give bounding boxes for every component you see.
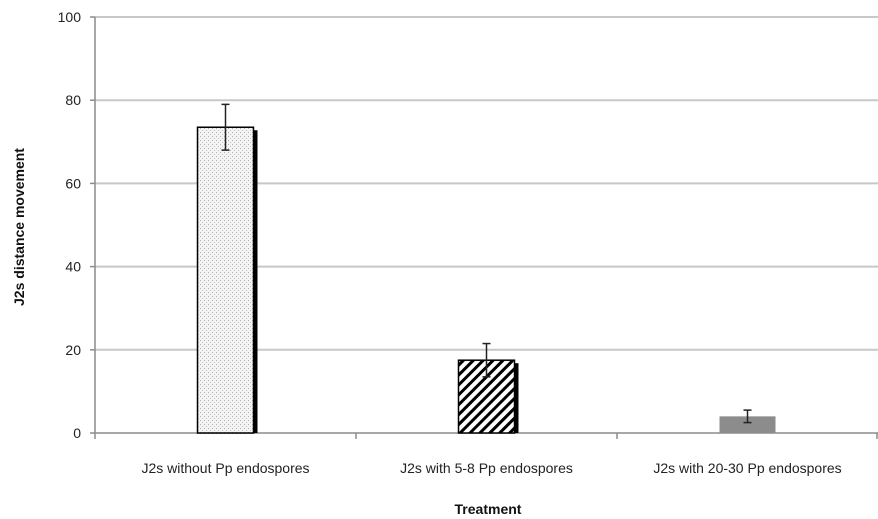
x-tick-label: J2s with 20-30 Pp endospores	[653, 460, 841, 476]
bar-shadow	[513, 363, 519, 433]
y-tick-label: 60	[65, 175, 81, 191]
x-category-labels: J2s without Pp endospores J2s with 5-8 Pp…	[141, 460, 841, 476]
y-tick-label: 100	[58, 9, 82, 25]
bar	[719, 416, 776, 433]
y-tick-label: 20	[65, 342, 81, 358]
y-tick-labels: 0 20 40 60 80 100	[58, 9, 82, 441]
bar-shadow	[252, 130, 258, 434]
x-tick-label: J2s without Pp endospores	[141, 460, 309, 476]
y-tick-label: 0	[73, 425, 81, 441]
bar	[196, 126, 255, 434]
y-tick-label: 40	[65, 259, 81, 275]
x-axis-title: Treatment	[455, 501, 522, 517]
x-tick-label: J2s with 5-8 Pp endospores	[400, 460, 573, 476]
y-axis-title: J2s distance movement	[11, 148, 27, 306]
y-tick-label: 80	[65, 92, 81, 108]
bars	[196, 103, 776, 434]
